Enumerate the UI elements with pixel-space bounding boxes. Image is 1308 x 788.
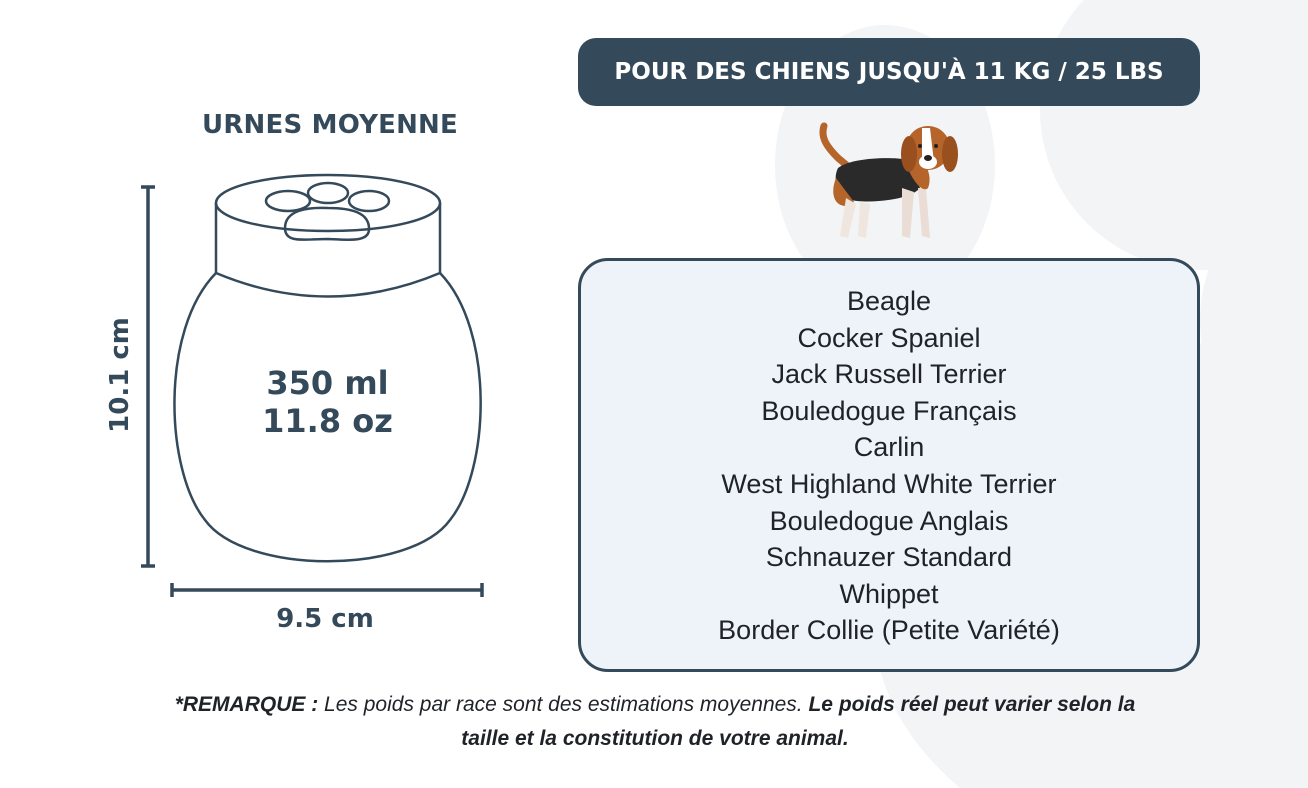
breed-item: Beagle [846, 286, 932, 316]
weight-banner: POUR DES CHIENS JUSQU'À 11 KG / 25 LBS [578, 38, 1200, 106]
breed-item: Jack Russell Terrier [771, 359, 1007, 390]
weight-banner-text: POUR DES CHIENS JUSQU'À 11 KG / 25 LBS [614, 59, 1164, 85]
breed-list: Beagle Cocker Spaniel Jack Russell Terri… [581, 283, 1197, 649]
breed-item: Schnauzer Standard [765, 542, 1013, 573]
breed-list-box: Beagle Cocker Spaniel Jack Russell Terri… [578, 258, 1200, 672]
capacity-ml: 350 ml [266, 364, 389, 402]
note-emphasis: Le poids réel peut varier selon la taill… [461, 693, 1136, 750]
note-label: *REMARQUE : [174, 693, 319, 716]
breed-item: West Highland White Terrier [721, 468, 1057, 499]
capacity-oz: 11.8 oz [262, 402, 393, 440]
urn-illustration [141, 173, 484, 597]
height-dimension: 10.1 cm [105, 317, 135, 433]
breed-item: Whippet [839, 578, 939, 609]
breed-item: Cocker Spaniel [797, 322, 981, 353]
product-title: URNES MOYENNE [202, 110, 458, 140]
breed-item: Bouledogue Anglais [769, 505, 1009, 536]
beagle-icon [819, 122, 958, 238]
note-text: Les poids par race sont des estimations … [318, 693, 809, 716]
width-dimension: 9.5 cm [276, 604, 374, 634]
breed-item: Bouledogue Français [761, 395, 1017, 426]
capacity-label: 350 ml 11.8 oz [200, 364, 455, 440]
breed-item: Carlin [853, 432, 925, 463]
breed-item: Border Collie (Petite Variété) [718, 615, 1060, 646]
disclaimer-note: *REMARQUE : Les poids par race sont des … [150, 688, 1160, 756]
